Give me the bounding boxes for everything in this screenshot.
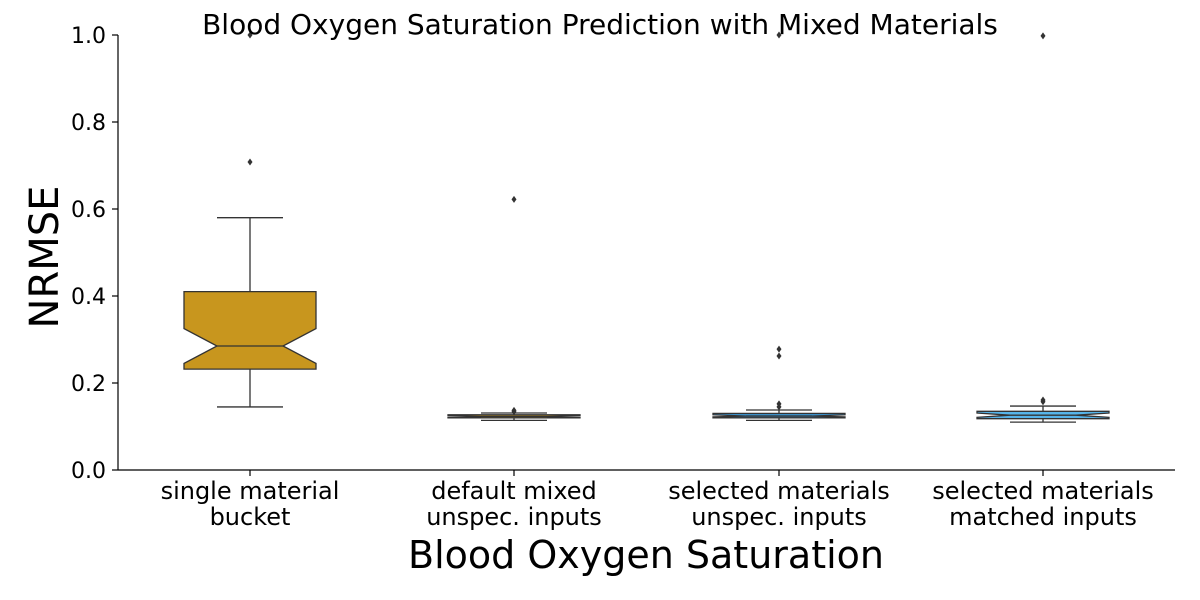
outlier-point (776, 400, 782, 408)
box-3 (712, 31, 846, 422)
axes-layer (117, 35, 1175, 471)
y-tick-label: 0.6 (71, 198, 106, 223)
outlier-point (776, 352, 782, 360)
outlier-point (776, 31, 782, 39)
outlier-point (511, 406, 517, 414)
y-tick-label: 0.2 (71, 372, 106, 397)
boxes-layer (183, 31, 1110, 423)
box-4 (976, 32, 1110, 423)
outlier-point (511, 195, 517, 203)
outlier-point (1040, 396, 1046, 404)
x-tick-label: single material (161, 477, 340, 505)
outlier-point (247, 158, 253, 166)
x-tick-label: default mixed (431, 477, 597, 505)
x-tick-label: bucket (210, 503, 291, 531)
y-tick-label: 1.0 (71, 24, 106, 49)
outlier-point (1040, 32, 1046, 40)
y-tick-label: 0.0 (71, 459, 106, 484)
outlier-point (776, 345, 782, 353)
box-body (183, 290, 317, 370)
y-ticks: 0.0 0.2 0.4 0.6 0.8 1.0 (71, 24, 118, 484)
chart-title: Blood Oxygen Saturation Prediction with … (202, 8, 998, 41)
x-tick-label: matched inputs (949, 503, 1137, 531)
x-tick-label: unspec. inputs (426, 503, 602, 531)
box-1 (183, 31, 317, 408)
outlier-point (247, 31, 253, 39)
x-tick-label: unspec. inputs (691, 503, 867, 531)
y-axis-label: NRMSE (22, 186, 68, 329)
x-tick-label: selected materials (932, 477, 1154, 505)
x-tick-label: selected materials (668, 477, 890, 505)
x-axis-label: Blood Oxygen Saturation (408, 533, 884, 577)
y-tick-label: 0.8 (71, 111, 106, 136)
y-tick-label: 0.4 (71, 285, 106, 310)
box-2 (447, 195, 581, 422)
